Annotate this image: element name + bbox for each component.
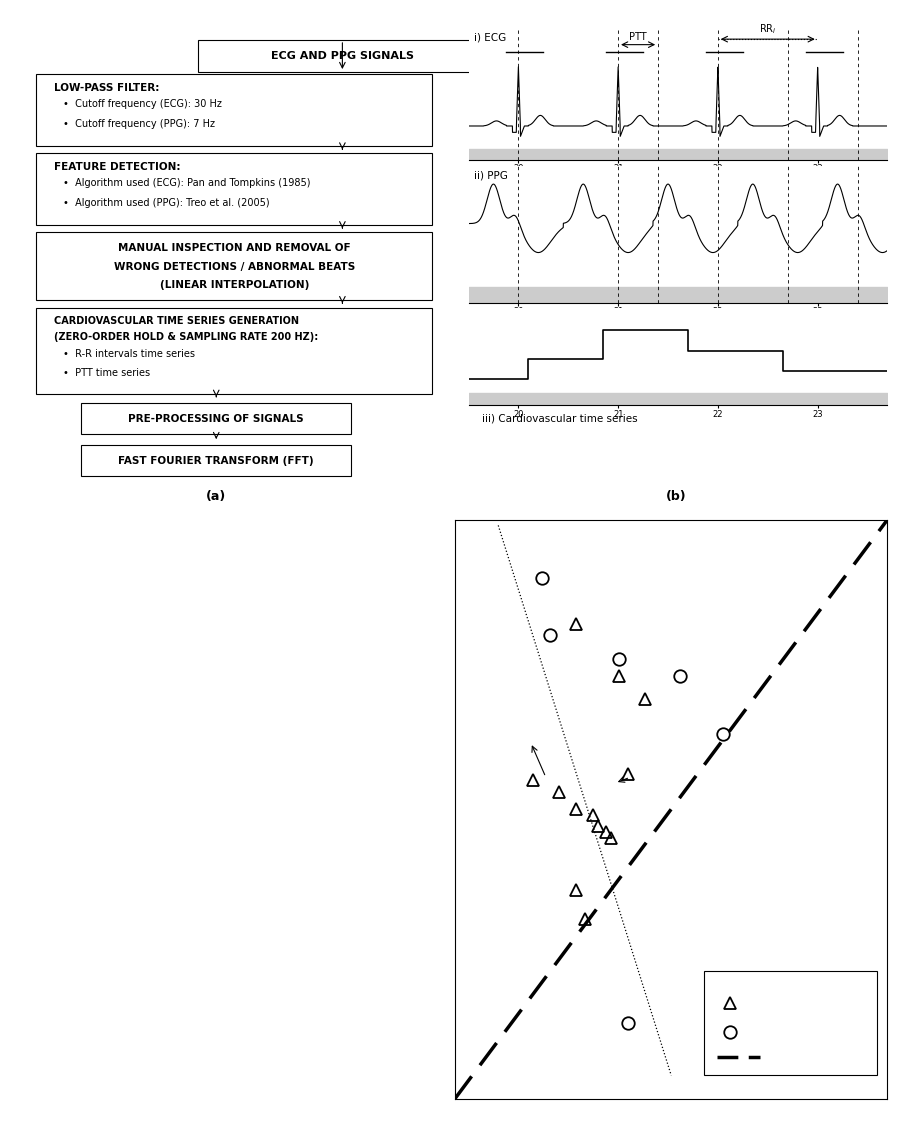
Text: ii) PPG: ii) PPG: [474, 171, 507, 180]
Text: FEATURE DETECTION:: FEATURE DETECTION:: [54, 162, 180, 172]
Text: •  R-R intervals time series: • R-R intervals time series: [63, 349, 196, 360]
Bar: [81, 445, 351, 476]
Text: PRE-PROCESSING OF SIGNALS: PRE-PROCESSING OF SIGNALS: [129, 413, 304, 424]
Bar: [198, 40, 487, 72]
Text: PTT: PTT: [629, 32, 647, 42]
Text: CARDIOVASCULAR TIME SERIES GENERATION: CARDIOVASCULAR TIME SERIES GENERATION: [54, 316, 299, 327]
Text: ECG AND PPG SIGNALS: ECG AND PPG SIGNALS: [271, 51, 414, 61]
Text: (ZERO-ORDER HOLD & SAMPLING RATE 200 HZ):: (ZERO-ORDER HOLD & SAMPLING RATE 200 HZ)…: [54, 332, 318, 343]
Text: MANUAL INSPECTION AND REMOVAL OF: MANUAL INSPECTION AND REMOVAL OF: [118, 243, 350, 254]
Bar: [36, 308, 432, 394]
Bar: [36, 232, 432, 300]
Text: •  Cutoff frequency (PPG): 7 Hz: • Cutoff frequency (PPG): 7 Hz: [63, 119, 215, 129]
Bar: [704, 971, 877, 1076]
Text: •  Algorithm used (PPG): Treo et al. (2005): • Algorithm used (PPG): Treo et al. (200…: [63, 198, 269, 208]
Bar: [81, 403, 351, 434]
Text: i) ECG: i) ECG: [474, 33, 505, 42]
Text: RR$_i$: RR$_i$: [759, 23, 777, 37]
Text: (b): (b): [666, 490, 686, 504]
Text: WRONG DETECTIONS / ABNORMAL BEATS: WRONG DETECTIONS / ABNORMAL BEATS: [114, 262, 355, 272]
Bar: [36, 74, 432, 146]
Text: iii) Cardiovascular time series: iii) Cardiovascular time series: [482, 413, 638, 424]
Text: (a): (a): [206, 490, 226, 504]
Text: •  Cutoff frequency (ECG): 30 Hz: • Cutoff frequency (ECG): 30 Hz: [63, 99, 222, 110]
Text: LOW-PASS FILTER:: LOW-PASS FILTER:: [54, 83, 159, 94]
Bar: [36, 153, 432, 225]
Text: FAST FOURIER TRANSFORM (FFT): FAST FOURIER TRANSFORM (FFT): [118, 456, 314, 466]
Text: (LINEAR INTERPOLATION): (LINEAR INTERPOLATION): [159, 280, 309, 290]
Text: •  Algorithm used (ECG): Pan and Tompkins (1985): • Algorithm used (ECG): Pan and Tompkins…: [63, 178, 311, 188]
Text: •  PTT time series: • PTT time series: [63, 368, 150, 378]
